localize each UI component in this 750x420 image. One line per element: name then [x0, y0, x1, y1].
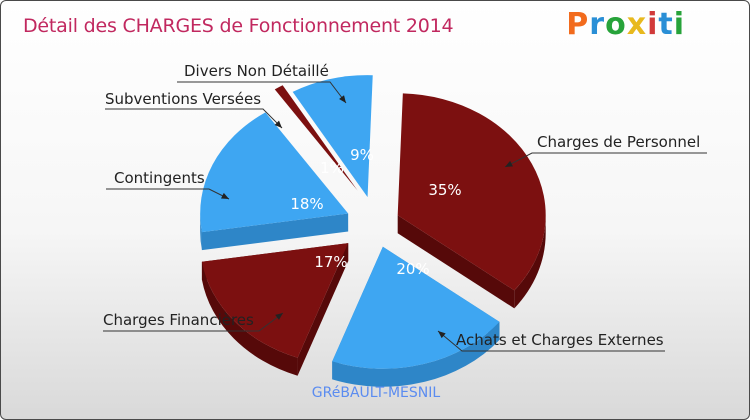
slice-percent-label: 35% — [428, 181, 461, 199]
chart-title: Détail des CHARGES de Fonctionnement 201… — [23, 15, 454, 37]
slice-percent-label: 17% — [314, 253, 347, 271]
leader-line — [103, 312, 284, 332]
logo-letter: i — [647, 7, 659, 42]
pie-slice-side — [514, 215, 546, 309]
logo-letter: i — [673, 7, 685, 42]
category-label: Achats et Charges Externes — [456, 331, 664, 349]
leader-line — [105, 108, 283, 129]
pie-slice — [200, 112, 349, 233]
slice-percent-label: 18% — [290, 195, 323, 213]
leader-line — [106, 188, 230, 200]
leader-arrowhead — [505, 160, 513, 167]
category-label: Charges Financières — [103, 311, 254, 329]
slice-percent-label: 1% — [320, 159, 344, 177]
pie-slice — [332, 246, 500, 369]
pie-slice-wall — [201, 213, 349, 251]
commune-name: GRéBAULT-MESNIL — [311, 385, 441, 401]
leader-arrowhead — [275, 313, 283, 320]
logo-letter: t — [658, 7, 674, 42]
logo-letter: x — [626, 7, 648, 42]
pie-slice — [397, 93, 546, 291]
pie-slice — [292, 75, 373, 198]
pie-slice — [274, 85, 358, 191]
logo-letter: o — [605, 7, 627, 42]
leader-line — [504, 152, 707, 168]
leader-arrowhead — [274, 120, 282, 128]
logo-letter: r — [589, 7, 606, 42]
pie-slice-side — [201, 261, 298, 376]
pie-slice-wall — [397, 215, 515, 309]
logo-letter: P — [566, 7, 590, 42]
category-label: Subventions Versées — [105, 90, 261, 108]
category-label: Contingents — [114, 169, 205, 187]
slice-percent-label: 9% — [350, 146, 374, 164]
pie-slice-wall — [297, 243, 349, 376]
leader-arrowhead — [339, 95, 346, 103]
leader-arrowhead — [438, 331, 446, 339]
proxiti-logo: Proxiti — [566, 7, 685, 42]
slice-percent-label: 20% — [396, 260, 429, 278]
leader-line — [177, 81, 347, 104]
pie-slice-side — [200, 213, 202, 251]
category-label: Charges de Personnel — [537, 133, 700, 151]
category-label: Divers Non Détaillé — [184, 62, 329, 80]
leader-arrowhead — [221, 192, 229, 199]
pie-slice-side — [332, 321, 500, 387]
pie-tops — [200, 75, 546, 369]
pie-slice — [201, 243, 349, 358]
leader-line — [437, 330, 665, 352]
